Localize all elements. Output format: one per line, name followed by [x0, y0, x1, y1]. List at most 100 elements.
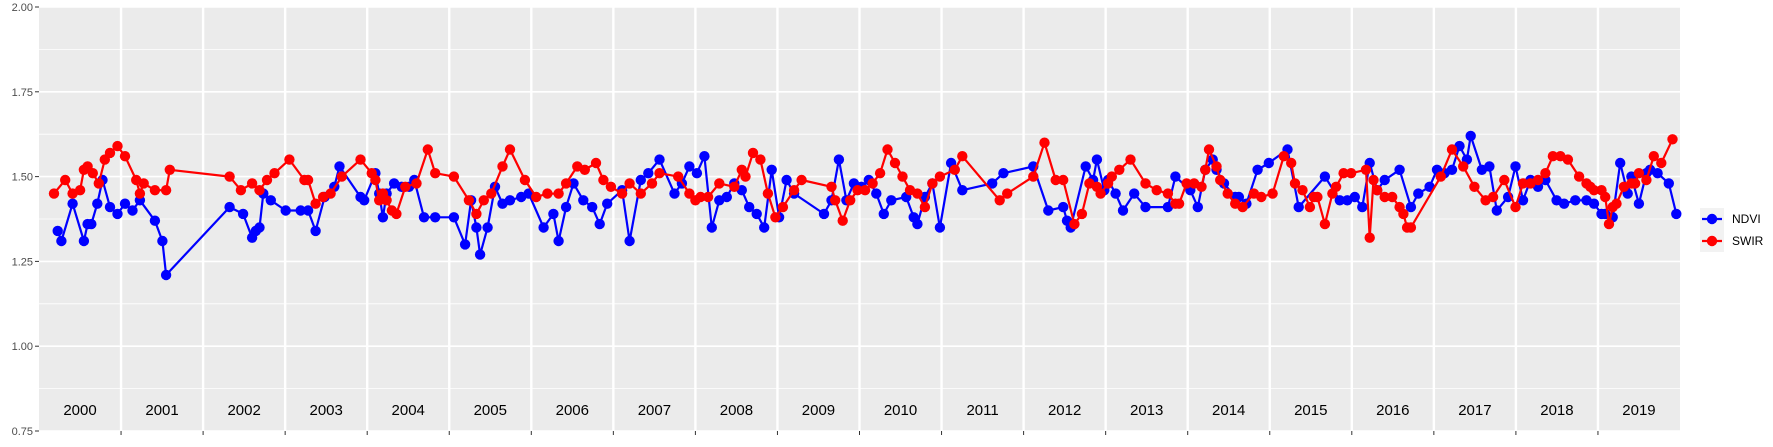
data-point-ndvi: [334, 161, 345, 172]
data-point-swir: [837, 215, 848, 226]
data-point-ndvi: [635, 174, 646, 186]
data-point-ndvi: [119, 198, 131, 209]
data-point-ndvi: [699, 151, 710, 162]
data-point-ndvi: [1293, 201, 1304, 213]
data-point-ndvi: [1170, 171, 1181, 182]
data-point-swir: [519, 174, 531, 186]
data-point-swir: [1058, 174, 1069, 186]
data-point-ndvi: [1140, 201, 1151, 213]
data-point-ndvi: [1334, 195, 1346, 206]
data-point-swir: [246, 178, 258, 189]
legend: NDVI SWIR: [1700, 208, 1764, 252]
data-point-swir: [1364, 232, 1375, 243]
data-point-swir: [1203, 144, 1215, 155]
year-label: 2019: [1622, 402, 1655, 419]
data-point-swir: [1095, 188, 1106, 199]
data-point-swir: [1297, 185, 1308, 196]
data-point-ndvi: [448, 212, 460, 223]
data-point-ndvi: [1413, 188, 1424, 199]
year-label: 2005: [474, 402, 507, 419]
data-point-ndvi: [237, 208, 249, 220]
data-point-swir: [1050, 174, 1061, 186]
data-point-swir: [1173, 198, 1185, 209]
data-point-swir: [1200, 164, 1211, 175]
data-point-swir: [994, 195, 1005, 206]
data-point-swir: [87, 168, 99, 179]
data-point-ndvi: [1091, 154, 1103, 165]
y-tick-label: 1.75: [12, 87, 33, 99]
data-point-swir: [1125, 154, 1136, 165]
data-point-ndvi: [594, 218, 605, 230]
data-point-ndvi: [474, 249, 486, 260]
data-point-swir: [635, 188, 646, 199]
data-point-ndvi: [553, 235, 564, 247]
data-point-ndvi: [548, 208, 559, 220]
data-point-swir: [235, 185, 247, 196]
year-label: 2010: [884, 402, 917, 419]
data-point-ndvi: [654, 154, 665, 165]
data-point-swir: [695, 191, 706, 203]
data-point-ndvi: [871, 188, 882, 199]
data-point-swir: [430, 168, 441, 179]
data-point-swir: [48, 188, 60, 199]
data-point-ndvi: [560, 201, 572, 213]
data-point-swir: [598, 174, 609, 186]
data-point-ndvi: [934, 222, 946, 233]
data-point-ndvi: [1117, 205, 1129, 216]
data-point-swir: [164, 164, 175, 175]
data-point-swir: [478, 195, 489, 206]
data-point-swir: [1667, 134, 1678, 145]
data-point-swir: [1338, 168, 1349, 179]
data-point-swir: [957, 151, 968, 162]
data-point-ndvi: [1663, 178, 1675, 189]
data-point-swir: [463, 195, 475, 206]
data-point-swir: [616, 188, 628, 199]
data-point-swir: [261, 174, 273, 186]
y-tick-label: 1.25: [12, 256, 33, 268]
year-label: 2017: [1458, 402, 1491, 419]
data-point-swir: [1540, 168, 1551, 179]
data-point-ndvi: [602, 198, 613, 209]
data-point-swir: [1345, 168, 1357, 179]
data-point-ndvi: [1588, 198, 1600, 209]
data-point-swir: [560, 178, 572, 189]
data-point-swir: [302, 174, 314, 186]
year-label: 2009: [802, 402, 835, 419]
data-point-swir: [646, 178, 658, 189]
data-point-swir: [684, 188, 695, 199]
data-point-ndvi: [295, 205, 306, 216]
data-point-swir: [74, 185, 86, 196]
data-point-swir: [826, 181, 837, 192]
data-point-swir: [654, 168, 665, 179]
data-point-swir: [605, 181, 617, 192]
year-label: 2006: [556, 402, 589, 419]
data-point-swir: [1603, 218, 1615, 230]
data-point-ndvi: [359, 195, 370, 206]
data-point-swir: [1611, 198, 1622, 209]
data-point-swir: [1517, 178, 1529, 189]
data-point-swir: [391, 208, 402, 220]
data-point-swir: [1641, 174, 1652, 186]
data-point-ndvi: [459, 239, 471, 250]
data-point-ndvi: [1252, 164, 1263, 175]
data-point-ndvi: [643, 168, 654, 179]
data-point-ndvi: [759, 222, 770, 233]
data-point-swir: [1319, 218, 1331, 230]
data-point-swir: [553, 188, 564, 199]
data-point-ndvi: [957, 185, 968, 196]
data-point-ndvi: [78, 235, 90, 247]
data-point-ndvi: [1080, 161, 1091, 172]
data-point-ndvi: [538, 222, 549, 233]
data-point-swir: [1469, 181, 1480, 192]
data-point-swir: [370, 174, 381, 186]
data-point-ndvi: [224, 201, 235, 213]
data-point-swir: [1162, 188, 1174, 199]
data-point-swir: [254, 185, 265, 196]
data-point-swir: [1028, 171, 1039, 182]
data-point-swir: [325, 188, 336, 199]
data-point-swir: [93, 178, 105, 189]
data-point-swir: [1532, 174, 1544, 186]
year-label: 2015: [1294, 402, 1327, 419]
data-point-ndvi: [310, 225, 321, 237]
data-point-swir: [1588, 185, 1600, 196]
